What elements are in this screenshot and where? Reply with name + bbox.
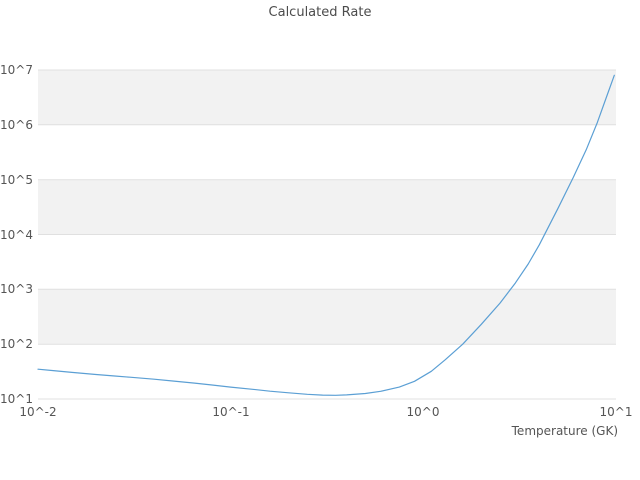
- background-band: [38, 179, 616, 235]
- y-tick-label: 10^6: [0, 118, 33, 132]
- y-tick-label: 10^4: [0, 228, 33, 242]
- y-tick-label: 10^3: [0, 282, 33, 296]
- chart-title: Calculated Rate: [268, 5, 372, 20]
- x-tick-label: 10^-2: [19, 405, 57, 419]
- rate-line: [37, 74, 615, 396]
- x-tick-label: 10^1: [599, 405, 633, 419]
- y-tick-label: 10^5: [0, 173, 33, 187]
- x-tick-label: 10^0: [406, 405, 440, 419]
- x-tick-label: 10^-1: [212, 405, 250, 419]
- y-tick-label: 10^7: [0, 63, 33, 77]
- x-axis-label: Temperature (GK): [511, 424, 618, 438]
- background-band: [38, 289, 616, 345]
- y-tick-label: 10^1: [0, 392, 33, 406]
- background-band: [38, 70, 616, 125]
- y-tick-label: 10^2: [0, 337, 33, 351]
